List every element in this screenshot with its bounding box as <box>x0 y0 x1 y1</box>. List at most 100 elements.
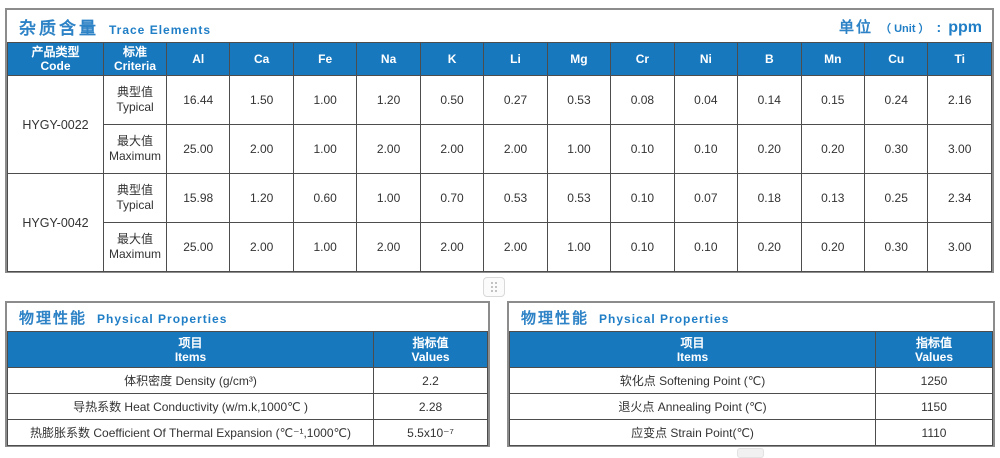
unit-label: 单位 （ Unit ） : ppm <box>839 16 982 37</box>
table-row: 最大值 Maximum 25.00 2.00 1.00 2.00 2.00 2.… <box>8 124 992 174</box>
value-cell: 0.10 <box>673 222 739 272</box>
value-cell: 0.30 <box>863 124 929 174</box>
property-item-cell: 导热系数 Heat Conductivity (w/m.k,1000℃ ) <box>7 393 374 420</box>
col-header-product-zh: 产品类型 <box>31 45 80 59</box>
props-header-row: 项目 Items 指标值 Values <box>509 331 993 368</box>
value-cell: 2.00 <box>483 222 548 272</box>
table-row: 最大值 Maximum 25.00 2.00 1.00 2.00 2.00 2.… <box>8 222 992 272</box>
col-header-element: Mg <box>546 42 612 76</box>
col-header-values-en: Values <box>411 349 450 364</box>
col-header-items-en: Items <box>174 349 207 364</box>
criteria-cell: 最大值 Maximum <box>103 124 167 174</box>
value-cell: 0.60 <box>292 173 358 223</box>
col-header-product-en: Code <box>40 59 71 73</box>
criteria-label-en: Maximum <box>108 149 161 163</box>
col-header-element: K <box>419 42 485 76</box>
drag-handle-bottom[interactable] <box>737 448 764 458</box>
value-cell: 1.00 <box>292 124 358 174</box>
property-value-cell: 1110 <box>875 419 993 446</box>
right-props-title: 物理性能 Physical Properties <box>521 307 729 328</box>
value-cell: 0.27 <box>483 75 548 125</box>
col-header-items: 项目 Items <box>509 331 876 368</box>
value-cell: 0.10 <box>673 124 739 174</box>
col-header-items-en: Items <box>676 349 709 364</box>
col-header-criteria: 标准 Criteria <box>103 42 167 76</box>
col-header-element: Ca <box>229 42 294 76</box>
value-cell: 0.18 <box>737 173 802 223</box>
trace-title-en: Trace Elements <box>109 22 212 37</box>
right-props-title-zh: 物理性能 <box>521 309 590 327</box>
col-header-values: 指标值 Values <box>373 331 488 368</box>
left-props-table: 项目 Items 指标值 Values 体积密度 Density (g/cm³)… <box>7 331 488 446</box>
criteria-cell: 典型值 Typical <box>103 173 167 223</box>
trace-title: 杂质含量 Trace Elements <box>19 14 211 39</box>
property-value-cell: 2.2 <box>373 367 488 394</box>
value-cell: 2.16 <box>927 75 992 125</box>
criteria-label-zh: 典型值 <box>116 183 153 197</box>
value-cell: 0.20 <box>800 222 865 272</box>
trace-header-row: 产品类型 Code 标准 Criteria Al Ca Fe Na K Li M… <box>7 42 992 76</box>
grip-dots-icon <box>491 282 497 292</box>
value-cell: 2.34 <box>927 173 992 223</box>
physical-properties-left-section: 物理性能 Physical Properties 项目 Items 指标值 Va… <box>5 301 490 447</box>
criteria-label-zh: 典型值 <box>116 85 153 99</box>
property-value-cell: 2.28 <box>373 393 488 420</box>
value-cell: 3.00 <box>927 124 992 174</box>
col-header-items-zh: 项目 <box>680 335 705 350</box>
value-cell: 1.00 <box>546 222 612 272</box>
table-row: 导热系数 Heat Conductivity (w/m.k,1000℃ ) 2.… <box>7 393 488 420</box>
value-cell: 0.20 <box>800 124 865 174</box>
value-cell: 1.50 <box>229 75 294 125</box>
unit-value: ppm <box>948 18 982 36</box>
value-cell: 0.14 <box>737 75 802 125</box>
table-row: HYGY-0022 典型值 Typical 16.44 1.50 1.00 1.… <box>7 75 992 174</box>
value-cell: 1.00 <box>546 124 612 174</box>
col-header-element: Ni <box>673 42 739 76</box>
value-cell: 0.20 <box>737 124 802 174</box>
value-cell: 0.07 <box>673 173 739 223</box>
unit-label-zh: 单位 <box>839 18 874 36</box>
col-header-element: Cu <box>863 42 929 76</box>
value-cell: 0.25 <box>863 173 929 223</box>
value-cell: 2.00 <box>229 124 294 174</box>
value-cell: 2.00 <box>419 124 485 174</box>
value-cell: 0.15 <box>800 75 865 125</box>
value-cell: 1.20 <box>356 75 421 125</box>
col-header-element: B <box>737 42 802 76</box>
property-value-cell: 1250 <box>875 367 993 394</box>
table-row: 软化点 Softening Point (℃) 1250 <box>509 367 993 394</box>
property-item-cell: 热膨胀系数 Coefficient Of Thermal Expansion (… <box>7 419 374 446</box>
props-header-row: 项目 Items 指标值 Values <box>7 331 488 368</box>
criteria-cell: 典型值 Typical <box>103 75 167 125</box>
table-row: HYGY-0042 典型值 Typical 15.98 1.20 0.60 1.… <box>7 173 992 272</box>
table-row: 退火点 Annealing Point (℃) 1150 <box>509 393 993 420</box>
col-header-element: Fe <box>292 42 358 76</box>
property-item-cell: 退火点 Annealing Point (℃) <box>509 393 876 420</box>
col-header-items-zh: 项目 <box>178 335 203 350</box>
col-header-element: Cr <box>610 42 675 76</box>
value-cell: 25.00 <box>165 124 231 174</box>
product-code-cell: HYGY-0022 <box>7 75 104 174</box>
value-cell: 0.53 <box>483 173 548 223</box>
criteria-label-zh: 最大值 <box>116 232 153 246</box>
property-item-cell: 软化点 Softening Point (℃) <box>509 367 876 394</box>
value-cell: 2.00 <box>483 124 548 174</box>
value-cell: 15.98 <box>165 173 231 223</box>
value-cell: 25.00 <box>165 222 231 272</box>
col-header-values-en: Values <box>914 349 954 364</box>
value-cell: 1.00 <box>292 222 358 272</box>
value-cell: 2.00 <box>419 222 485 272</box>
property-item-cell: 体积密度 Density (g/cm³) <box>7 367 374 394</box>
trace-title-zh: 杂质含量 <box>19 18 99 38</box>
value-cell: 2.00 <box>356 124 421 174</box>
value-cell: 0.10 <box>610 173 675 223</box>
col-header-element: Na <box>356 42 421 76</box>
value-cell: 2.00 <box>229 222 294 272</box>
drag-handle[interactable] <box>483 277 505 297</box>
criteria-label-en: Typical <box>116 100 154 114</box>
trace-section-header: 杂质含量 Trace Elements 单位 （ Unit ） : ppm <box>7 10 992 42</box>
property-item-cell: 应变点 Strain Point(℃) <box>509 419 876 446</box>
value-cell: 0.13 <box>800 173 865 223</box>
unit-label-paren: （ Unit ） <box>880 22 930 35</box>
col-header-element: Al <box>165 42 231 76</box>
